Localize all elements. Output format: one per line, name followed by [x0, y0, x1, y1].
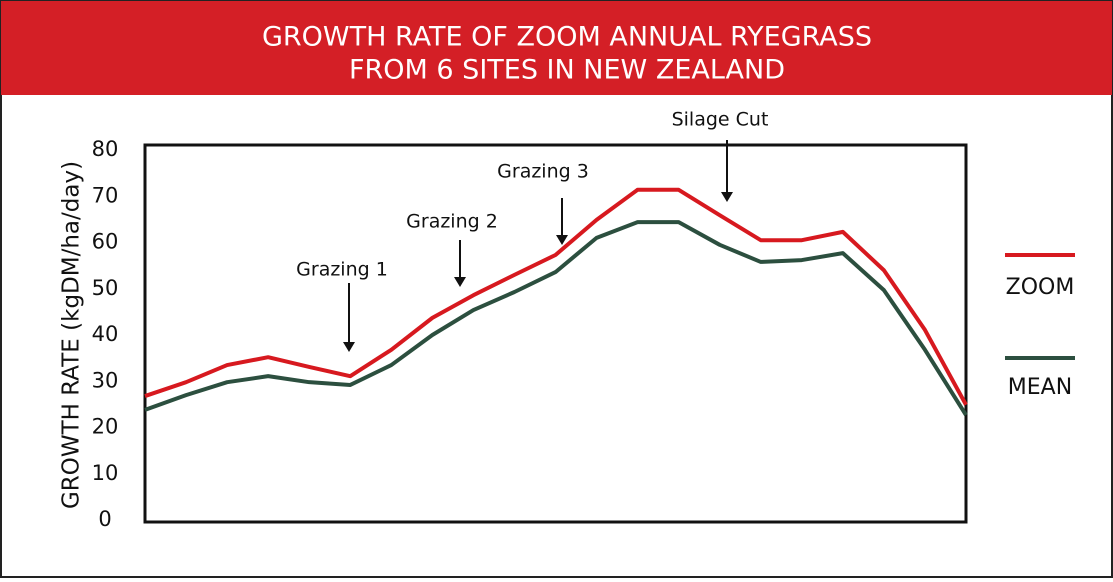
y-tick-label: 10 — [92, 461, 119, 485]
legend-label: ZOOM — [1006, 275, 1075, 300]
annotation-arrowhead — [343, 342, 355, 352]
plot-frame — [143, 143, 968, 524]
y-tick-label: 60 — [92, 230, 119, 254]
header-band — [1, 1, 1112, 95]
annotation-arrowhead — [454, 277, 466, 287]
legend-label: MEAN — [1008, 375, 1072, 400]
chart-title: FROM 6 SITES IN NEW ZEALAND — [349, 55, 785, 86]
y-tick-label: 40 — [92, 322, 119, 346]
annotation: Grazing 3 — [497, 161, 589, 183]
y-tick-label: 50 — [92, 276, 119, 300]
y-axis-label: GROWTH RATE (kgDM/ha/day) — [59, 161, 85, 509]
series-line — [144, 187, 968, 406]
y-tick-label: 70 — [92, 183, 119, 207]
y-tick-label: 80 — [92, 137, 119, 161]
annotation: Silage Cut — [672, 109, 769, 131]
annotation-arrowhead — [556, 235, 568, 245]
y-tick-label: 30 — [92, 368, 119, 392]
y-tick-label: 0 — [98, 507, 111, 531]
series-line — [144, 220, 968, 417]
annotation-arrowhead — [721, 192, 733, 202]
annotation: Grazing 1 — [296, 259, 388, 281]
chart-title: GROWTH RATE OF ZOOM ANNUAL RYEGRASS — [262, 22, 872, 53]
annotation: Grazing 2 — [406, 211, 498, 233]
y-tick-label: 20 — [92, 415, 119, 439]
